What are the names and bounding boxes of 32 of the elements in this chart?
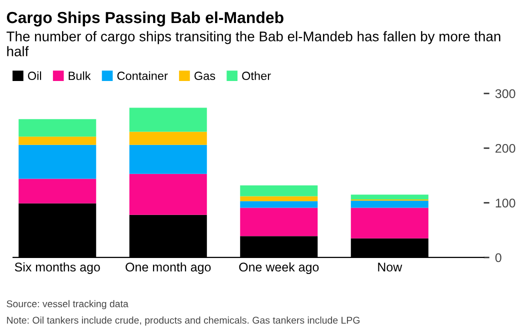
- bar: [129, 108, 207, 132]
- text: Note: Oil tankers include crude, products and chemicals. Gas tankers include LPG: [7, 316, 360, 326]
- x-tick-label: One week ago: [239, 262, 319, 274]
- legend-label: Container: [117, 71, 168, 80]
- chart-title: Cargo Ships Passing Bab el-Mandeb: [6, 11, 284, 26]
- y-tick-label: 0: [495, 253, 502, 262]
- legend-label: Other: [242, 71, 271, 80]
- source-note: Source: vessel tracking data: [6, 300, 128, 310]
- bar: [129, 144, 207, 174]
- bar: [18, 119, 96, 137]
- legend-label: Bulk: [68, 71, 91, 80]
- bar: [18, 144, 96, 179]
- chart-subtitle: The number of cargo ships transiting the Bab el-Mandeb has fallen by more than half: [6, 31, 500, 56]
- x-tick-label: Now: [378, 262, 402, 272]
- bar: [350, 200, 428, 208]
- x-tick-label: Six months ago: [14, 262, 100, 274]
- y-tick-label: 100: [496, 198, 516, 208]
- bar: [240, 208, 318, 236]
- y-tick-label: 200: [496, 144, 516, 153]
- legend-label: Gas: [194, 72, 216, 80]
- bar: [240, 201, 318, 208]
- bar: [350, 194, 428, 200]
- bar: [18, 178, 96, 204]
- bar: [129, 132, 207, 145]
- bar: [350, 208, 428, 238]
- bar: [240, 196, 318, 202]
- bar: [18, 136, 96, 145]
- legend-label: Oil: [28, 71, 42, 80]
- y-tick-label: 300: [495, 89, 516, 98]
- x-tick-label: One month ago: [126, 262, 211, 274]
- bar: [240, 185, 318, 196]
- bar: [129, 174, 207, 215]
